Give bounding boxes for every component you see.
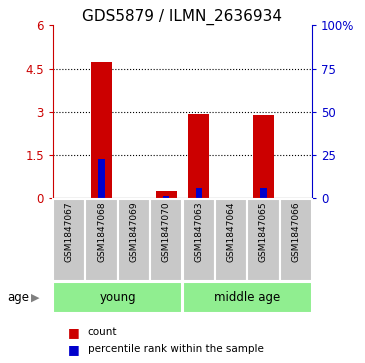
Text: count: count — [88, 327, 117, 337]
Text: GSM1847069: GSM1847069 — [130, 202, 138, 262]
Text: GDS5879 / ILMN_2636934: GDS5879 / ILMN_2636934 — [82, 9, 283, 25]
Bar — [150, 199, 182, 281]
Text: GSM1847066: GSM1847066 — [291, 202, 300, 262]
Bar — [85, 199, 118, 281]
Text: GSM1847065: GSM1847065 — [259, 202, 268, 262]
Text: ■: ■ — [68, 326, 79, 339]
Bar — [53, 282, 182, 313]
Text: ■: ■ — [68, 343, 79, 356]
Text: GSM1847064: GSM1847064 — [227, 202, 235, 262]
Text: GSM1847067: GSM1847067 — [65, 202, 74, 262]
Bar — [215, 199, 247, 281]
Text: age: age — [7, 291, 29, 304]
Bar — [91, 62, 112, 198]
Bar — [260, 188, 267, 198]
Text: GSM1847070: GSM1847070 — [162, 202, 171, 262]
Bar — [53, 199, 85, 281]
Text: ▶: ▶ — [31, 293, 39, 302]
Bar — [118, 199, 150, 281]
Bar — [98, 159, 105, 198]
Bar — [156, 191, 177, 198]
Text: percentile rank within the sample: percentile rank within the sample — [88, 344, 264, 354]
Bar — [182, 282, 312, 313]
Bar — [188, 114, 209, 198]
Bar — [196, 188, 202, 198]
Bar — [163, 196, 169, 198]
Bar — [253, 115, 274, 198]
Text: young: young — [99, 291, 136, 304]
Bar — [280, 199, 312, 281]
Text: GSM1847063: GSM1847063 — [194, 202, 203, 262]
Text: GSM1847068: GSM1847068 — [97, 202, 106, 262]
Bar — [247, 199, 280, 281]
Bar — [182, 199, 215, 281]
Text: middle age: middle age — [214, 291, 280, 304]
